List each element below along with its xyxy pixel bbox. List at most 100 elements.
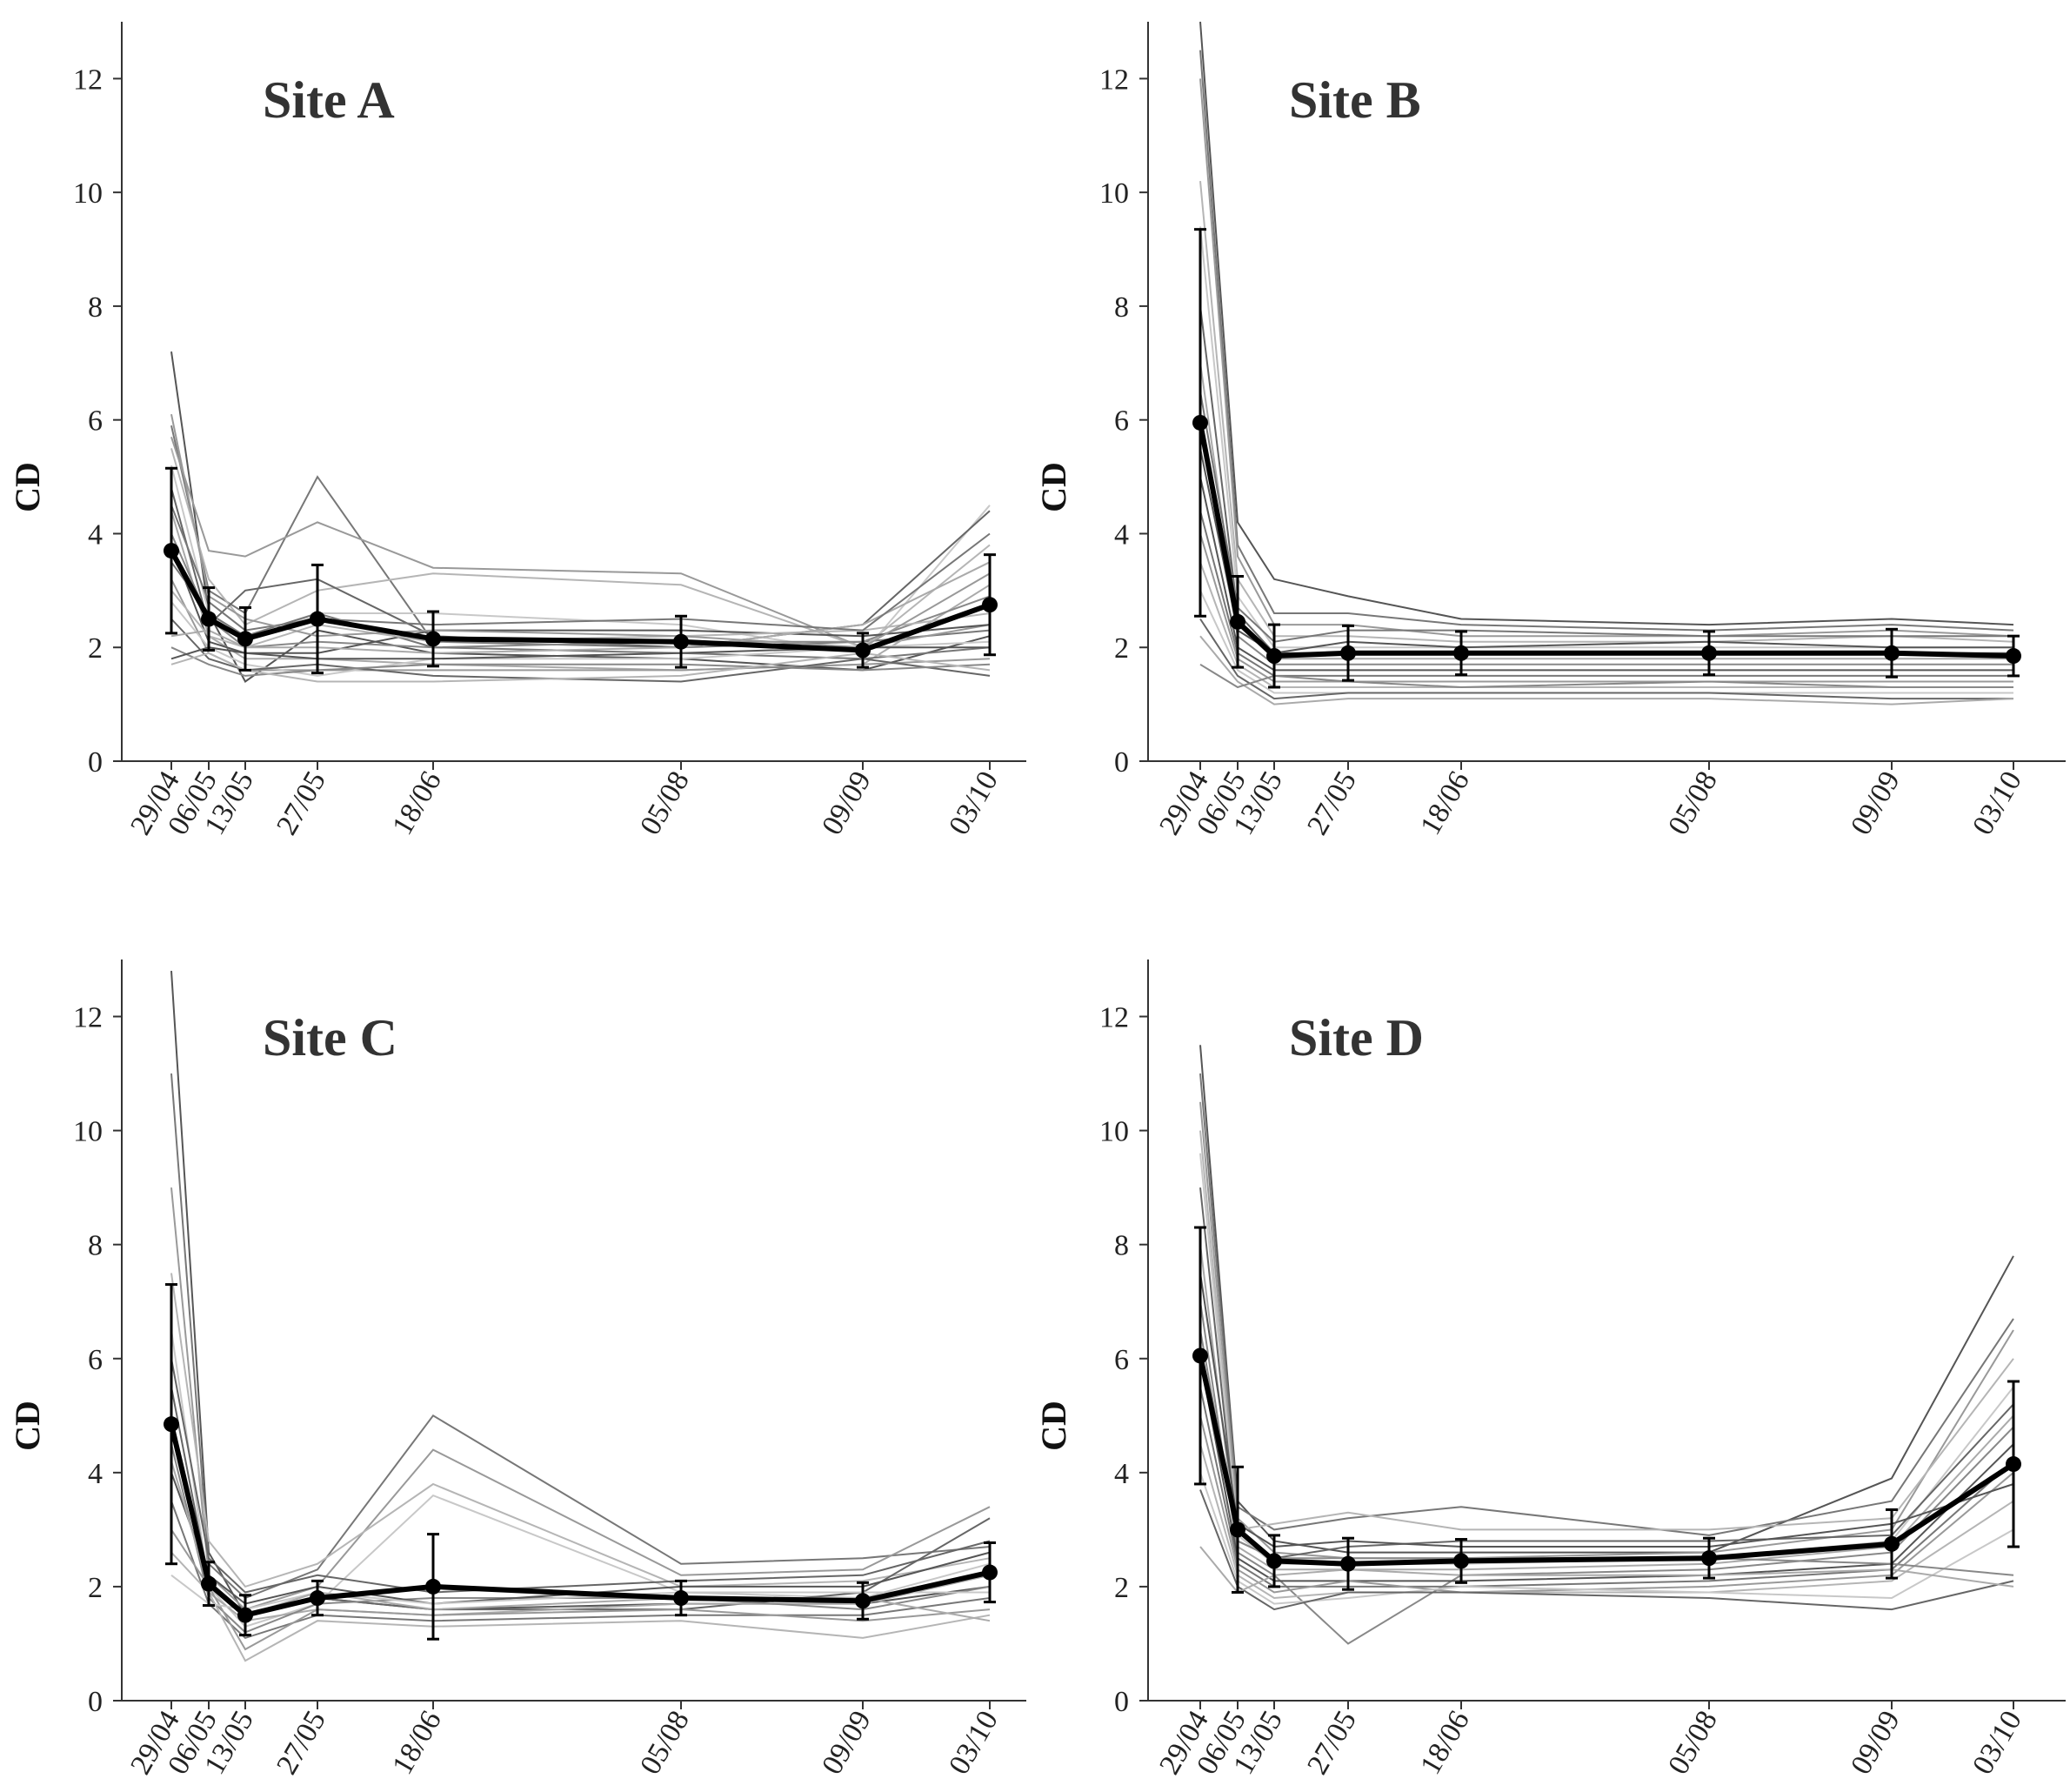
mean-point — [1340, 645, 1356, 661]
x-tick-label: 18/06 — [1414, 1706, 1476, 1781]
mean-point — [425, 1578, 441, 1595]
y-tick-label: 6 — [1114, 1344, 1129, 1376]
y-tick-label: 12 — [1099, 64, 1129, 96]
mean-point — [1453, 645, 1469, 661]
individual-series-line — [1199, 419, 2013, 665]
individual-series-line — [170, 646, 991, 677]
individual-series-line — [170, 1358, 991, 1594]
y-axis-label: CD — [8, 1401, 47, 1451]
y-tick-label: 0 — [1114, 746, 1129, 779]
y-tick-label: 12 — [73, 1002, 103, 1034]
individual-series-line — [1199, 1073, 2014, 1536]
mean-point — [425, 631, 441, 647]
y-tick-label: 4 — [88, 518, 103, 551]
individual-series-line — [170, 436, 991, 649]
individual-series-line — [170, 1472, 991, 1605]
mean-point — [1884, 645, 1900, 661]
y-tick-label: 10 — [73, 177, 103, 210]
individual-series-line — [170, 652, 991, 683]
y-axis-label: CD — [1034, 462, 1073, 512]
x-tick-label: 27/05 — [1301, 766, 1363, 841]
x-tick-label: 03/10 — [1966, 1706, 2028, 1781]
x-tick-label: 05/08 — [1662, 766, 1724, 841]
individual-series-line — [1199, 1329, 2014, 1576]
individual-series-line — [1199, 1415, 2014, 1594]
individual-series-line — [170, 1501, 991, 1640]
x-tick-label: 27/05 — [1301, 1706, 1363, 1781]
individual-series-line — [170, 1329, 991, 1628]
individual-series-line — [170, 1187, 991, 1611]
individual-series-line — [1199, 476, 2013, 672]
x-tick-label: 05/08 — [1662, 1706, 1724, 1781]
mean-point — [1192, 414, 1208, 431]
individual-series-line — [1199, 533, 2013, 683]
mean-point — [310, 611, 325, 627]
mean-point — [1701, 645, 1717, 661]
mean-point — [1884, 1535, 1900, 1552]
y-tick-label: 6 — [88, 1344, 103, 1376]
y-tick-label: 6 — [88, 405, 103, 438]
mean-point — [1701, 1550, 1717, 1567]
mean-point — [855, 1593, 871, 1609]
individual-series-line — [170, 413, 991, 649]
individual-series-line — [1199, 1101, 2014, 1560]
individual-series-line — [170, 545, 991, 654]
mean-point — [237, 1607, 253, 1623]
y-tick-label: 10 — [1099, 177, 1129, 210]
y-tick-label: 12 — [73, 64, 103, 96]
individual-series-line — [1199, 1045, 2014, 1554]
mean-point — [1340, 1555, 1356, 1572]
y-tick-label: 2 — [1114, 632, 1129, 665]
y-tick-label: 4 — [88, 1458, 103, 1490]
individual-series-line — [170, 425, 991, 649]
x-tick-label: 09/09 — [816, 1706, 878, 1781]
y-tick-label: 8 — [88, 1230, 103, 1262]
individual-series-line — [1199, 305, 2013, 654]
panel-title: Site D — [1289, 1009, 1424, 1067]
individual-series-line — [170, 1528, 991, 1651]
y-tick-label: 4 — [1114, 518, 1129, 551]
individual-series-line — [1199, 181, 2014, 643]
individual-series-line — [1199, 50, 2014, 632]
mean-point — [982, 597, 998, 613]
mean-point — [1453, 1553, 1469, 1569]
x-tick-label: 03/10 — [943, 1706, 1005, 1781]
individual-series-line — [1199, 78, 2014, 638]
mean-point — [1266, 1553, 1282, 1569]
individual-series-line — [1199, 1244, 2014, 1571]
individual-series-line — [1199, 448, 2013, 654]
individual-series-line — [1199, 511, 2013, 677]
mean-point — [1230, 613, 1245, 630]
mean-point — [2006, 1456, 2021, 1473]
mean-series-line — [169, 1423, 991, 1618]
individual-series-line — [1199, 1273, 2014, 1548]
y-tick-label: 8 — [1114, 291, 1129, 324]
x-tick-label: 03/10 — [1966, 766, 2028, 841]
individual-series-line — [170, 505, 991, 632]
mean-point — [201, 611, 217, 627]
panel-title: Site C — [263, 1009, 397, 1067]
mean-point — [164, 543, 179, 559]
individual-series-line — [1199, 21, 2014, 626]
y-tick-label: 2 — [1114, 1572, 1129, 1604]
x-tick-label: 18/06 — [386, 1706, 448, 1781]
mean-point — [164, 1416, 179, 1433]
y-tick-label: 2 — [88, 1572, 103, 1604]
mean-point — [310, 1590, 325, 1607]
individual-series-line — [1199, 1130, 2014, 1531]
y-axis-label: CD — [1034, 1401, 1073, 1451]
mean-point — [855, 642, 871, 659]
mean-series-line — [1198, 422, 2014, 659]
y-tick-label: 0 — [88, 1686, 103, 1718]
x-tick-label: 09/09 — [816, 766, 878, 841]
individual-series-line — [1199, 1301, 2014, 1645]
panel-title: Site A — [263, 71, 395, 129]
mean-point — [1230, 1521, 1245, 1538]
mean-point — [201, 1575, 217, 1592]
individual-series-line — [170, 971, 991, 1616]
